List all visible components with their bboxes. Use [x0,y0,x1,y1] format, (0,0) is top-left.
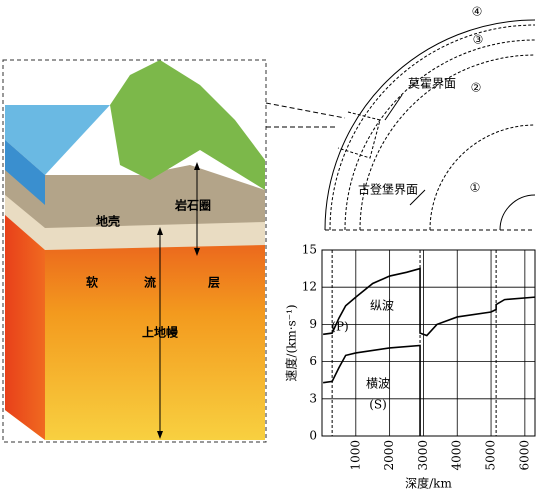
x-tick-label: 3000 [416,440,430,471]
series-label: (P) [331,320,348,334]
y-tick-label: 6 [309,354,317,368]
y-axis-label: 速度/(km·s⁻¹) [284,304,299,381]
block-diagram: 地壳 岩石圈 软 流 层 上地幔 [2,59,267,443]
arrowhead [157,431,163,439]
layer-label: ④ [472,5,483,19]
y-tick-label: 3 [309,391,317,405]
series-label: 横波 [366,377,390,391]
earth-structure [324,19,536,231]
inner-core [499,194,536,231]
y-tick-label: 9 [309,317,317,331]
ocean-side [5,140,45,205]
chart: 0 3 6 9 12 15 1000 2000 3000 4000 5000 6000 深度/km 速度/… [284,243,536,491]
x-tick-label: 6000 [517,440,531,471]
asthenosphere-line [359,54,536,231]
zoom-line [265,102,346,119]
y-tick-label: 15 [302,243,317,257]
mantle-front [5,210,265,440]
series-line [323,344,421,436]
layer-label: ① [470,181,481,195]
x-tick-label: 2000 [382,440,396,471]
y-tick-label: 12 [302,280,317,294]
arrowhead [194,162,200,170]
layer-label: ③ [473,33,484,47]
crust-line [329,24,536,231]
label: 流 [144,275,156,290]
label: 上地幔 [142,325,179,340]
label: 软 [86,275,98,290]
series-label: (S) [369,398,387,412]
label: 地壳 [96,214,120,229]
lithosphere-band [5,190,265,250]
x-tick-label: 5000 [484,440,498,471]
leader [384,94,403,121]
mountain [110,60,265,190]
series-line [323,267,536,337]
arrowhead [194,248,200,256]
x-tick-label: 1000 [348,440,362,471]
frame [2,59,267,443]
label: 岩石圈 [174,198,211,213]
surface [324,19,536,231]
mantle-side [5,210,45,440]
crust [5,140,265,228]
zoom-box [337,111,381,159]
gutenberg-line [429,124,536,231]
boundary-label: 古登堡界面 [358,182,418,197]
arrowhead [157,227,163,235]
x-tick-label: 4000 [450,440,464,471]
label: 层 [208,276,220,290]
layer-label: ② [471,81,482,95]
y-tick-label: 0 [309,429,317,443]
leader [409,189,426,206]
plot-frame [321,249,536,437]
ocean [5,105,110,175]
boundary-label: 莫霍界面 [408,77,456,91]
series-label: 纵波 [370,299,394,313]
moho-line [344,39,536,231]
x-axis-label: 深度/km [405,476,452,491]
